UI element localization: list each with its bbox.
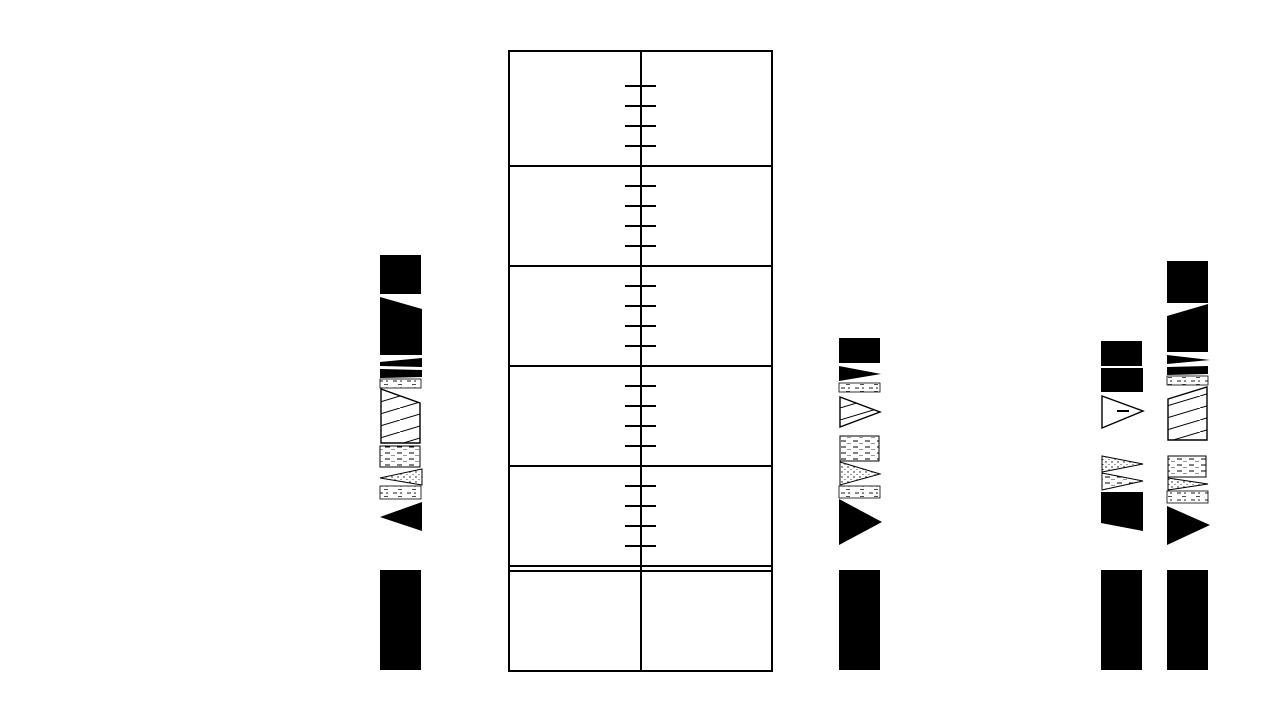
- layer-solid-thin-wedge: [1167, 355, 1210, 364]
- layer-dotted-wedge: [379, 468, 423, 486]
- strat-log-3: [1101, 341, 1145, 670]
- scale-column: [508, 50, 773, 672]
- layer-solid-wedge: [380, 297, 422, 355]
- layer-solid-thin-block: [1167, 366, 1208, 375]
- layer-dotted-wedge: [1101, 455, 1144, 473]
- layer-dashed-wedge: [1101, 472, 1144, 491]
- layer-dashed-dots: [1166, 490, 1209, 504]
- layer-solid-block: [380, 255, 421, 294]
- layer-solid-thin-wedge: [380, 358, 422, 367]
- layer-dotted-wedge: [839, 461, 882, 486]
- layer-solid-wedge: [1167, 304, 1208, 352]
- layer-dashed-lines: [379, 445, 421, 468]
- scale-ticks: [625, 85, 656, 547]
- layer-solid-wedge: [839, 499, 882, 545]
- layer-dashed-lines: [1167, 455, 1207, 478]
- layer-solid-block: [1167, 261, 1208, 303]
- layer-solid-block: [1101, 341, 1142, 366]
- layer-dashed-dots: [838, 382, 881, 393]
- layer-hatch-wedge: [839, 395, 882, 429]
- strat-log-2: [838, 338, 882, 670]
- layer-solid-wedge: [380, 502, 422, 531]
- layer-solid-block: [839, 338, 880, 363]
- layer-base-block: [839, 570, 880, 670]
- strat-log-4: [1166, 261, 1210, 670]
- layer-solid-block: [1101, 492, 1143, 531]
- layer-dashed-lines: [839, 435, 880, 462]
- layer-solid-block: [1101, 368, 1143, 392]
- layer-base-block: [1101, 570, 1142, 670]
- layer-base-block: [380, 570, 421, 670]
- layer-hatch-block: [1167, 386, 1208, 441]
- layer-base-block: [1167, 570, 1208, 670]
- layer-dashed-dots: [1166, 375, 1209, 386]
- strat-log-1: [379, 255, 423, 670]
- layer-dashed-dots: [379, 485, 422, 500]
- layer-dotted-block: [1167, 477, 1209, 491]
- layer-solid-wedge: [839, 366, 881, 381]
- layer-solid-thin-block: [380, 369, 422, 378]
- layer-solid-wedge: [1167, 506, 1210, 545]
- layer-hatch-wedge: [380, 388, 421, 444]
- layer-dashed-dots: [838, 485, 881, 499]
- layer-dashed-dots: [379, 378, 422, 389]
